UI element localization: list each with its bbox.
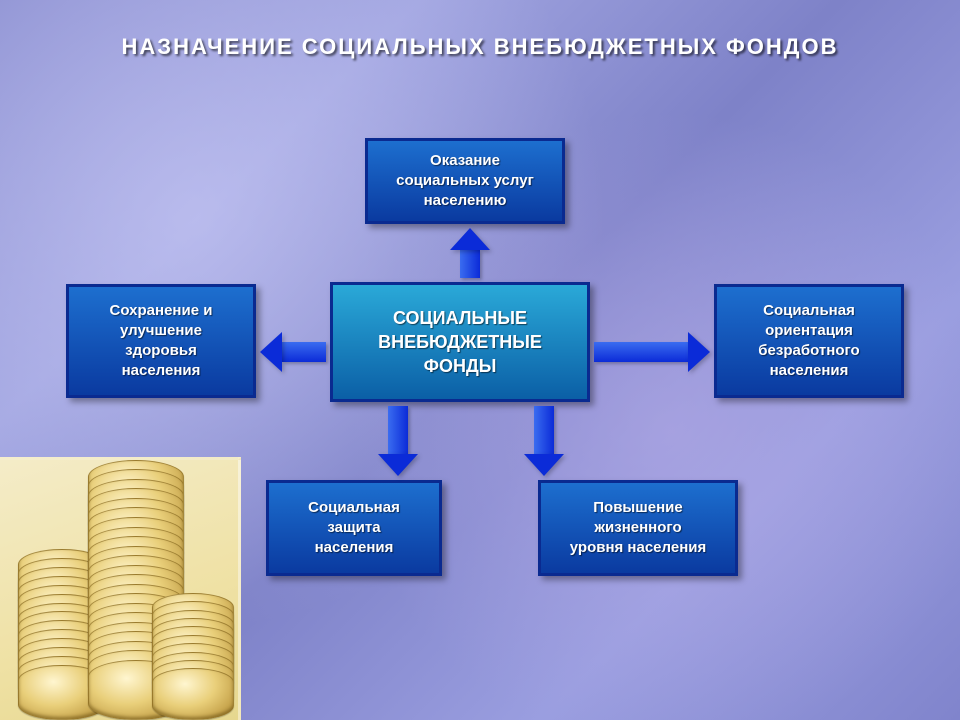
node-right: Социальная ориентация безработного насел… — [714, 284, 904, 398]
node-top: Оказание социальных услуг населению — [365, 138, 565, 224]
coins-decoration — [0, 457, 241, 720]
node-center: СОЦИАЛЬНЫЕ ВНЕБЮДЖЕТНЫЕ ФОНДЫ — [330, 282, 590, 402]
diagram-canvas: НАЗНАЧЕНИЕ СОЦИАЛЬНЫХ ВНЕБЮДЖЕТНЫХ ФОНДО… — [0, 0, 960, 720]
node-bottom_left: Социальная защита населения — [266, 480, 442, 576]
diagram-title: НАЗНАЧЕНИЕ СОЦИАЛЬНЫХ ВНЕБЮДЖЕТНЫХ ФОНДО… — [0, 34, 960, 60]
coin-stack — [152, 636, 232, 720]
node-left: Сохранение и улучшение здоровья населени… — [66, 284, 256, 398]
node-bottom_right: Повышение жизненного уровня населения — [538, 480, 738, 576]
